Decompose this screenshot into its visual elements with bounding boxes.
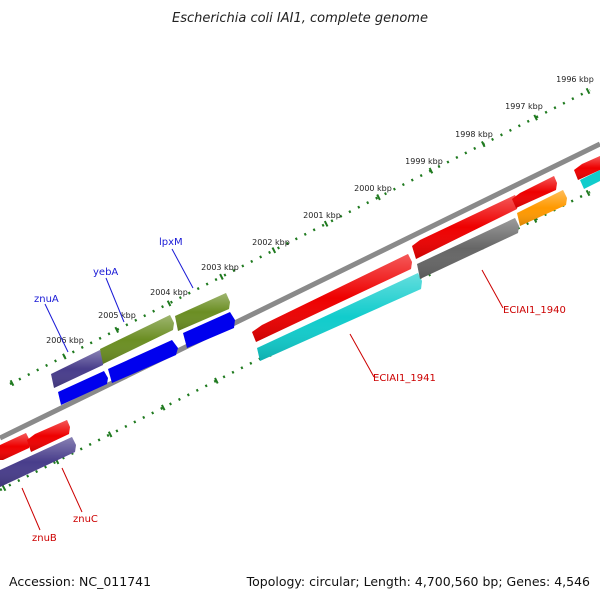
gene-blue-1[interactable]: [58, 371, 108, 405]
upper-major-tick-10: [533, 114, 538, 121]
upper-major-tick-7: [376, 194, 381, 201]
gene-ECIAI1_1941[interactable]: [257, 273, 422, 361]
upper-major-tick-5: [271, 247, 277, 254]
gene-orange[interactable]: [517, 190, 567, 226]
gene-red-bl[interactable]: [27, 420, 70, 452]
upper-major-tick-8: [428, 167, 434, 174]
tick-label-2005: 2005 kbp: [98, 311, 136, 320]
accession-text: Accession: NC_011741: [9, 574, 152, 589]
upper-major-tick-11: [585, 87, 591, 95]
gene-znuB[interactable]: [0, 433, 30, 460]
gene-red-4[interactable]: [574, 156, 600, 180]
gene-znuC[interactable]: [0, 437, 76, 487]
tick-label-1997: 1997 kbp: [505, 102, 543, 111]
tick-label-1999: 1999 kbp: [405, 157, 443, 166]
upper-major-tick-4: [219, 273, 224, 280]
label-ECIAI1_1940: ECIAI1_1940: [503, 305, 566, 316]
label-ECIAI1_1941: ECIAI1_1941: [373, 373, 436, 384]
label-znuC: znuC: [73, 514, 98, 525]
upper-tick-line: [9, 88, 591, 386]
gene-red-3[interactable]: [512, 176, 557, 208]
gene-ECIAI1_1940[interactable]: [417, 218, 519, 279]
genome-backbone: [0, 141, 600, 441]
upper-major-tick-1: [62, 353, 67, 360]
lower-major-tick-3: [161, 404, 166, 411]
upper-major-tick-9: [481, 140, 486, 148]
lower-major-tick-4: [214, 377, 219, 384]
lower-major-tick-0: [1, 484, 7, 492]
label-lpxM: lpxM: [159, 237, 183, 248]
upper-major-tick-2: [114, 326, 119, 334]
gene-znuA[interactable]: [51, 350, 104, 388]
gene-cyan-edge[interactable]: [580, 170, 600, 189]
tick-label-2006: 2006 kbp: [46, 336, 84, 345]
label-yebA: yebA: [93, 267, 118, 278]
tick-label-1996: 1996 kbp: [556, 75, 594, 84]
topology-text: Topology: circular; Length: 4,700,560 bp…: [246, 574, 590, 589]
tick-label-2000: 2000 kbp: [354, 184, 392, 193]
upper-major-tick-3: [166, 300, 172, 307]
upper-major-ticks: [9, 87, 591, 387]
gene-ECIAI1_1941-upper[interactable]: [252, 254, 412, 342]
label-znuB: znuB: [32, 533, 57, 544]
gene-lpxM[interactable]: [175, 293, 230, 331]
tick-label-2002: 2002 kbp: [252, 238, 290, 247]
gene-red-2[interactable]: [412, 195, 518, 259]
tick-label-2004: 2004 kbp: [150, 288, 188, 297]
gene-blue-2[interactable]: [108, 340, 178, 383]
gene-yebA[interactable]: [100, 315, 174, 364]
label-leaders: [21, 248, 504, 531]
upper-major-tick-6: [323, 220, 329, 227]
label-znuA: znuA: [34, 294, 59, 305]
map-title: Escherichia coli IAI1, complete genome: [172, 11, 428, 26]
lower-major-tick-2: [107, 431, 113, 438]
gene-blue-3[interactable]: [183, 312, 235, 348]
tick-label-2001: 2001 kbp: [303, 211, 341, 220]
upper-major-tick-0: [9, 379, 15, 387]
tick-label-1998: 1998 kbp: [455, 130, 493, 139]
tick-label-2003: 2003 kbp: [201, 263, 239, 272]
lower-major-tick-11: [585, 189, 591, 197]
